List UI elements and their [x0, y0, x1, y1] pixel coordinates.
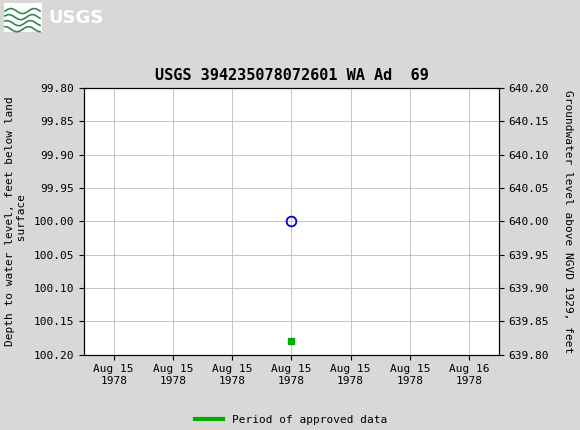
Y-axis label: Groundwater level above NGVD 1929, feet: Groundwater level above NGVD 1929, feet — [563, 90, 573, 353]
Text: USGS: USGS — [48, 9, 103, 27]
Legend: Period of approved data: Period of approved data — [191, 410, 392, 429]
Y-axis label: Depth to water level, feet below land
 surface: Depth to water level, feet below land su… — [5, 97, 27, 346]
Title: USGS 394235078072601 WA Ad  69: USGS 394235078072601 WA Ad 69 — [155, 68, 428, 83]
Bar — [4, 3, 42, 32]
